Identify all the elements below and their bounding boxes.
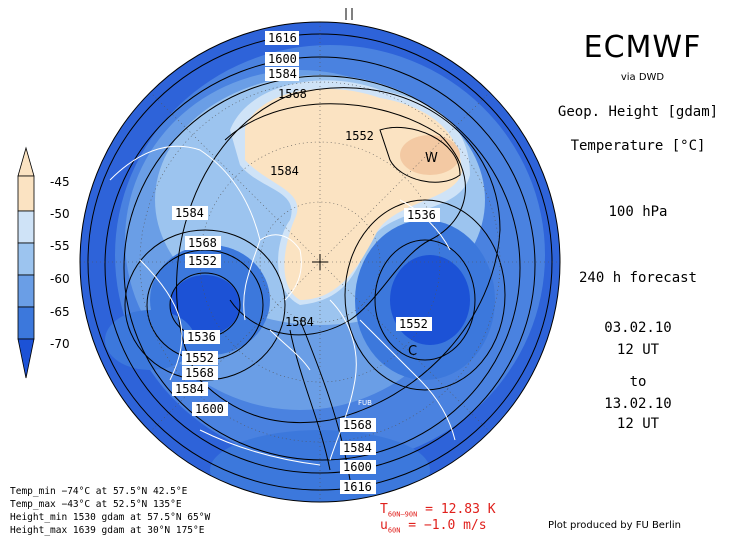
svg-text:1616: 1616 (268, 31, 297, 45)
svg-text:1536: 1536 (407, 208, 436, 222)
station-label: FUB (358, 399, 372, 407)
temperature-difference: T60N–90N = 12.83 K (380, 502, 496, 519)
source-label: via DWD (620, 72, 665, 83)
contour-label: 1616 (340, 480, 376, 494)
model-title: ECMWF (583, 30, 702, 65)
contour-label: 1536 (404, 208, 440, 222)
svg-text:1568: 1568 (185, 366, 214, 380)
contour-label: 1584 (270, 164, 299, 178)
forecast-label: 240 h forecast (578, 270, 697, 286)
valid-date: 13.02.10 (604, 396, 672, 412)
svg-text:1600: 1600 (268, 52, 297, 66)
legend-label: -60 (50, 272, 70, 286)
legend-label: -50 (50, 207, 70, 221)
contour-label: 1552 (345, 129, 374, 143)
svg-text:1568: 1568 (188, 236, 217, 250)
temp-min-stat: Temp_min −74°C at 57.5°N 42.5°E (10, 486, 188, 497)
svg-text:1600: 1600 (195, 402, 224, 416)
contour-label: 1552 (185, 254, 221, 268)
contour-label: 1568 (185, 236, 221, 250)
field-height-label: Geop. Height [gdam] (557, 104, 719, 120)
contour-label: 1568 (340, 418, 376, 432)
contour-label: 1584 (340, 441, 376, 455)
field-temperature-label: Temperature [°C] (570, 138, 706, 154)
contour-labels: 1616 1600 1584 1568 1552 1584 1584 1568 … (172, 31, 440, 494)
contour-label: 1600 (340, 460, 376, 474)
contour-label: 1584 (285, 315, 314, 329)
coastlines (109, 145, 456, 466)
contour-label: 1584 (172, 382, 208, 396)
init-time: 12 UT (616, 342, 660, 358)
valid-time: 12 UT (616, 416, 660, 432)
contour-label: 1568 (278, 87, 307, 101)
color-legend: -45 -50 -55 -60 -65 -70 (17, 146, 70, 379)
contour-label: 1600 (192, 402, 228, 416)
contour-label: 1616 (265, 31, 299, 45)
contour-label: 1584 (172, 206, 208, 220)
contour-label: 1552 (182, 351, 218, 365)
svg-text:1584: 1584 (268, 67, 297, 81)
legend-label: -65 (50, 305, 70, 319)
svg-text:1584: 1584 (175, 206, 204, 220)
height-max-stat: Height_max 1639 gdam at 30°N 175°E (10, 525, 205, 536)
credit-label: Plot produced by FU Berlin (548, 520, 681, 531)
contour-label: 1600 (265, 52, 299, 66)
legend-label: -45 (50, 175, 70, 189)
svg-text:1584: 1584 (175, 382, 204, 396)
legend-label: -55 (50, 239, 70, 253)
contour-label: 1568 (182, 366, 218, 380)
top-tick (345, 8, 353, 20)
temp-max-stat: Temp_max −43°C at 52.5°N 135°E (10, 499, 182, 510)
svg-text:1536: 1536 (187, 330, 216, 344)
contour-label: 1552 (396, 317, 432, 331)
svg-text:1552: 1552 (185, 351, 214, 365)
svg-text:1616: 1616 (343, 480, 372, 494)
to-label: to (629, 374, 647, 390)
svg-text:1552: 1552 (188, 254, 217, 268)
north-pole-marker (312, 254, 328, 270)
contour-label: 1584 (265, 67, 299, 81)
svg-text:1568: 1568 (343, 418, 372, 432)
svg-text:1584: 1584 (343, 441, 372, 455)
svg-text:1600: 1600 (343, 460, 372, 474)
height-min-stat: Height_min 1530 gdam at 57.5°N 65°W (10, 512, 211, 523)
init-date: 03.02.10 (604, 320, 672, 336)
cold-center-label: C (408, 344, 417, 359)
warm-center-label: W (425, 151, 438, 166)
map-border (79, 21, 561, 503)
zonal-wind: u60N = −1.0 m/s (380, 518, 487, 535)
contour-label: 1536 (184, 330, 220, 344)
svg-text:1552: 1552 (399, 317, 428, 331)
pressure-level-label: 100 hPa (608, 204, 668, 220)
legend-label: -70 (50, 337, 70, 351)
